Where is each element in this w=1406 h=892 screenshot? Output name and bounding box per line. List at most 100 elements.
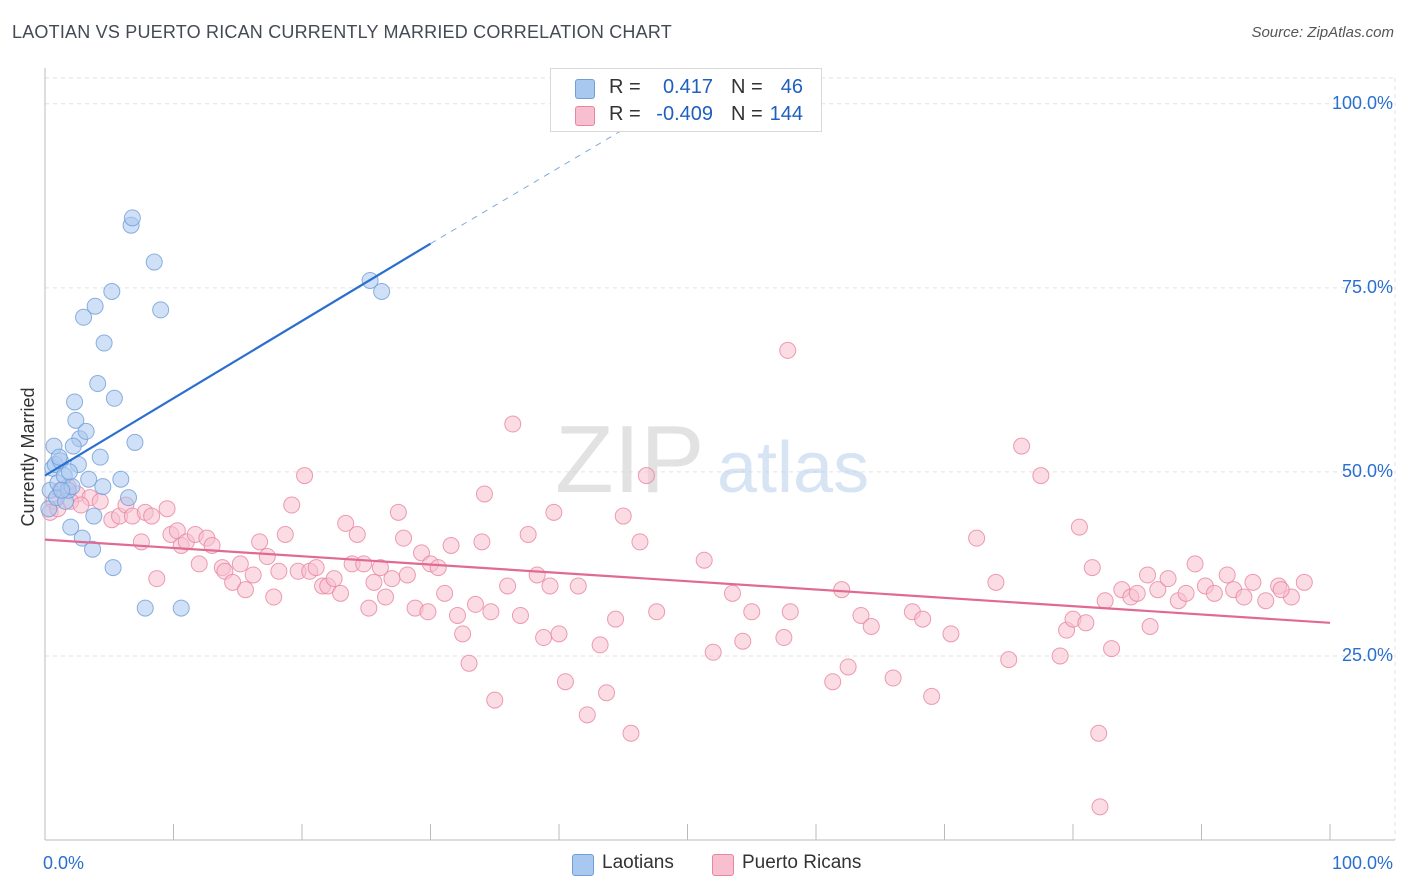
puerto-rican-point: [1103, 640, 1121, 658]
watermark-atlas: atlas: [717, 428, 869, 508]
puerto-rican-point: [648, 603, 666, 621]
puerto-rican-swatch: [575, 106, 595, 126]
laotian-point: [123, 209, 141, 227]
points-layer: [40, 209, 1313, 816]
laotian-point: [172, 599, 190, 617]
y-tick-label: 75.0%: [1342, 277, 1393, 297]
puerto-rican-point: [296, 467, 314, 485]
y-tick-label: 100.0%: [1332, 93, 1393, 113]
n-label: N =: [731, 103, 763, 125]
puerto-rican-point: [442, 537, 460, 555]
puerto-rican-point: [578, 706, 596, 724]
puerto-rican-point: [348, 525, 366, 543]
puerto-rican-point: [1244, 573, 1262, 591]
puerto-rican-point: [1090, 724, 1108, 742]
puerto-rican-point: [1013, 437, 1031, 455]
axis-layer: 25.0% 50.0% 75.0% 100.0% 0.0% 100.0%: [43, 68, 1395, 873]
y-tick-label: 50.0%: [1342, 461, 1393, 481]
puerto-rican-point: [779, 341, 797, 359]
puerto-rican-point: [884, 669, 902, 687]
laotian-swatch: [575, 79, 595, 99]
laotian-trend-line: [44, 242, 432, 477]
source-label: Source: ZipAtlas.com: [1251, 24, 1394, 41]
puerto-rican-point: [781, 603, 799, 621]
laotian-point: [105, 389, 123, 407]
puerto-rican-point: [519, 525, 537, 543]
puerto-rican-point: [460, 654, 478, 672]
puerto-rican-point: [148, 570, 166, 588]
laotian-point: [80, 470, 98, 488]
puerto-rican-point: [1177, 584, 1195, 602]
laotian-point: [62, 518, 80, 536]
puerto-rican-point: [723, 584, 741, 602]
laotian-point: [67, 411, 85, 429]
puerto-rican-point: [833, 581, 851, 599]
laotian-point: [104, 559, 122, 577]
puerto-rican-point: [466, 595, 484, 613]
puerto-rican-point: [1149, 581, 1167, 599]
puerto-rican-point: [283, 496, 301, 514]
legend-row-puerto-ricans: R = -0.409 N = 144: [551, 101, 821, 127]
correlation-legend: R = 0.417 N = 46 R = -0.409 N = 144: [550, 68, 822, 132]
puerto-rican-point: [413, 544, 431, 562]
puerto-rican-point: [448, 606, 466, 624]
puerto-rican-point: [258, 548, 276, 566]
puerto-rican-point: [1091, 798, 1109, 816]
puerto-rican-point: [236, 581, 254, 599]
puerto-rican-point: [389, 503, 407, 521]
legend-label: Laotians: [602, 852, 674, 873]
r-label: R =: [609, 103, 641, 125]
puerto-rican-point: [591, 636, 609, 654]
puerto-rican-point: [360, 599, 378, 617]
n-value: 144: [769, 103, 803, 125]
laotian-point: [373, 283, 391, 301]
r-value: -0.409: [656, 103, 713, 125]
puerto-rican-point: [598, 684, 616, 702]
puerto-rican-point: [383, 570, 401, 588]
puerto-rican-point: [371, 559, 389, 577]
puerto-rican-point: [1257, 592, 1275, 610]
y-tick-label: 25.0%: [1342, 645, 1393, 665]
puerto-rican-point: [528, 566, 546, 584]
laotian-point: [60, 463, 78, 481]
puerto-rican-point: [265, 588, 283, 606]
r-label: R =: [609, 76, 641, 98]
laotian-point: [95, 334, 113, 352]
puerto-rican-point: [535, 629, 553, 647]
puerto-rican-point: [190, 555, 208, 573]
laotian-point: [84, 540, 102, 558]
puerto-rican-point: [545, 503, 563, 521]
puerto-rican-trend-line: [44, 538, 1331, 624]
laotian-point: [126, 433, 144, 451]
puerto-rican-point: [511, 606, 529, 624]
puerto-rican-point: [942, 625, 960, 643]
puerto-rican-point: [270, 562, 288, 580]
puerto-rican-point: [398, 566, 416, 584]
puerto-rican-point: [1000, 651, 1018, 669]
laotian-point: [85, 507, 103, 525]
laotian-point: [94, 478, 112, 496]
laotian-point: [136, 599, 154, 617]
puerto-rican-point: [419, 603, 437, 621]
r-value: 0.417: [662, 76, 713, 98]
puerto-rican-point: [1159, 570, 1177, 588]
puerto-rican-point: [504, 415, 522, 433]
puerto-rican-point: [251, 533, 269, 551]
puerto-rican-point: [556, 673, 574, 691]
laotian-point: [152, 301, 170, 319]
puerto-rican-point: [914, 610, 932, 628]
puerto-rican-point: [1186, 555, 1204, 573]
puerto-rican-point: [365, 573, 383, 591]
puerto-rican-point: [1139, 566, 1157, 584]
puerto-rican-point: [1205, 584, 1223, 602]
laotian-point: [112, 470, 130, 488]
puerto-rican-point: [231, 555, 249, 573]
puerto-rican-point: [631, 533, 649, 551]
puerto-rican-point: [337, 514, 355, 532]
puerto-rican-point: [332, 584, 350, 602]
laotian-point: [64, 437, 82, 455]
puerto-rican-point: [473, 533, 491, 551]
puerto-rican-point: [839, 658, 857, 676]
puerto-rican-point: [824, 673, 842, 691]
